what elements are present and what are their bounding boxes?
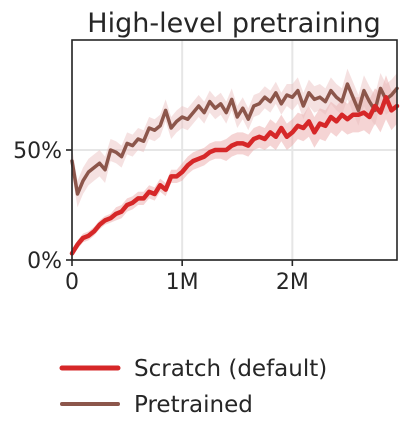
chart-title: High-level pretraining [87, 8, 380, 39]
legend: Scratch (default) Pretrained [59, 356, 327, 418]
series-line-1 [70, 82, 399, 196]
x-tick-label-1: 1M [166, 270, 199, 295]
legend-label-1: Pretrained [134, 392, 253, 418]
x-tick-label-0: 0 [65, 270, 79, 295]
series-band-0 [72, 75, 397, 256]
series-band-1 [72, 68, 397, 208]
series-lines [69, 82, 400, 256]
legend-label-0: Scratch (default) [134, 356, 327, 382]
x-tick-label-2: 2M [276, 270, 309, 295]
y-tick-label-0: 0% [27, 249, 62, 274]
series-line-0 [69, 94, 400, 256]
y-tick-label-1: 50% [13, 139, 62, 164]
confidence-bands [72, 68, 397, 256]
axis-ticks: 0 1M 2M 0% 50% [13, 139, 309, 295]
